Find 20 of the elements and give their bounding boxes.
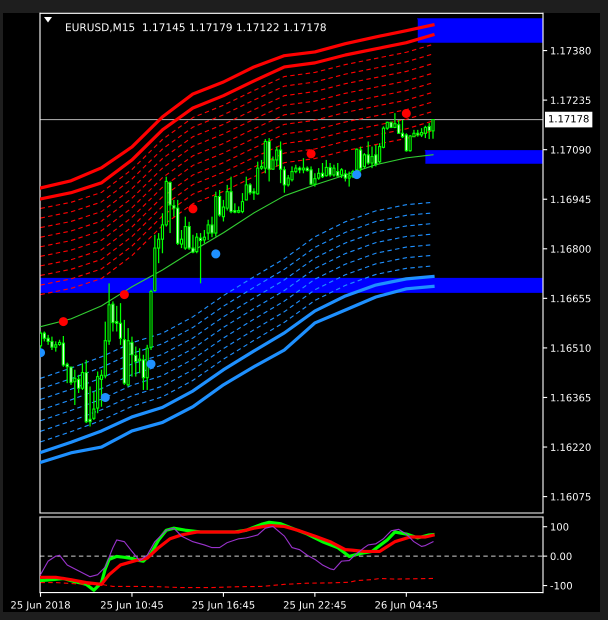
y-tick-label: 1.16220	[551, 443, 591, 451]
x-tick-label: 25 Jun 16:45	[192, 601, 254, 611]
y-tick-label: 1.16365	[551, 394, 590, 402]
text: EURUSD,M15 1.17145 1.17179 1.17122 1.17178	[66, 23, 326, 32]
y-tick-label: 0.00	[550, 552, 572, 560]
y-tick-label: -100	[550, 582, 572, 590]
x-tick-label: 25 Jun 10:45	[100, 601, 163, 611]
y-tick-label: 1.16655	[551, 294, 590, 302]
y-tick-label: 1.16075	[551, 492, 590, 501]
x-tick-label: 25 Jun 2018	[11, 601, 70, 611]
y-tick-label: 100	[551, 523, 568, 531]
y-tick-label: 1.17090	[551, 146, 591, 154]
ref-line-label: 1.17178	[549, 114, 589, 122]
y-tick-label: 1.16510	[551, 344, 591, 352]
x-tick-label: 26 Jun 04:45	[375, 601, 438, 611]
y-tick-label: 1.17235	[551, 96, 590, 104]
x-tick-label: 25 Jun 22:45	[284, 601, 346, 611]
y-tick-label: 1.17380	[551, 46, 591, 54]
y-tick-label: 1.16800	[551, 245, 591, 253]
y-tick-label: 1.16945	[551, 196, 590, 204]
